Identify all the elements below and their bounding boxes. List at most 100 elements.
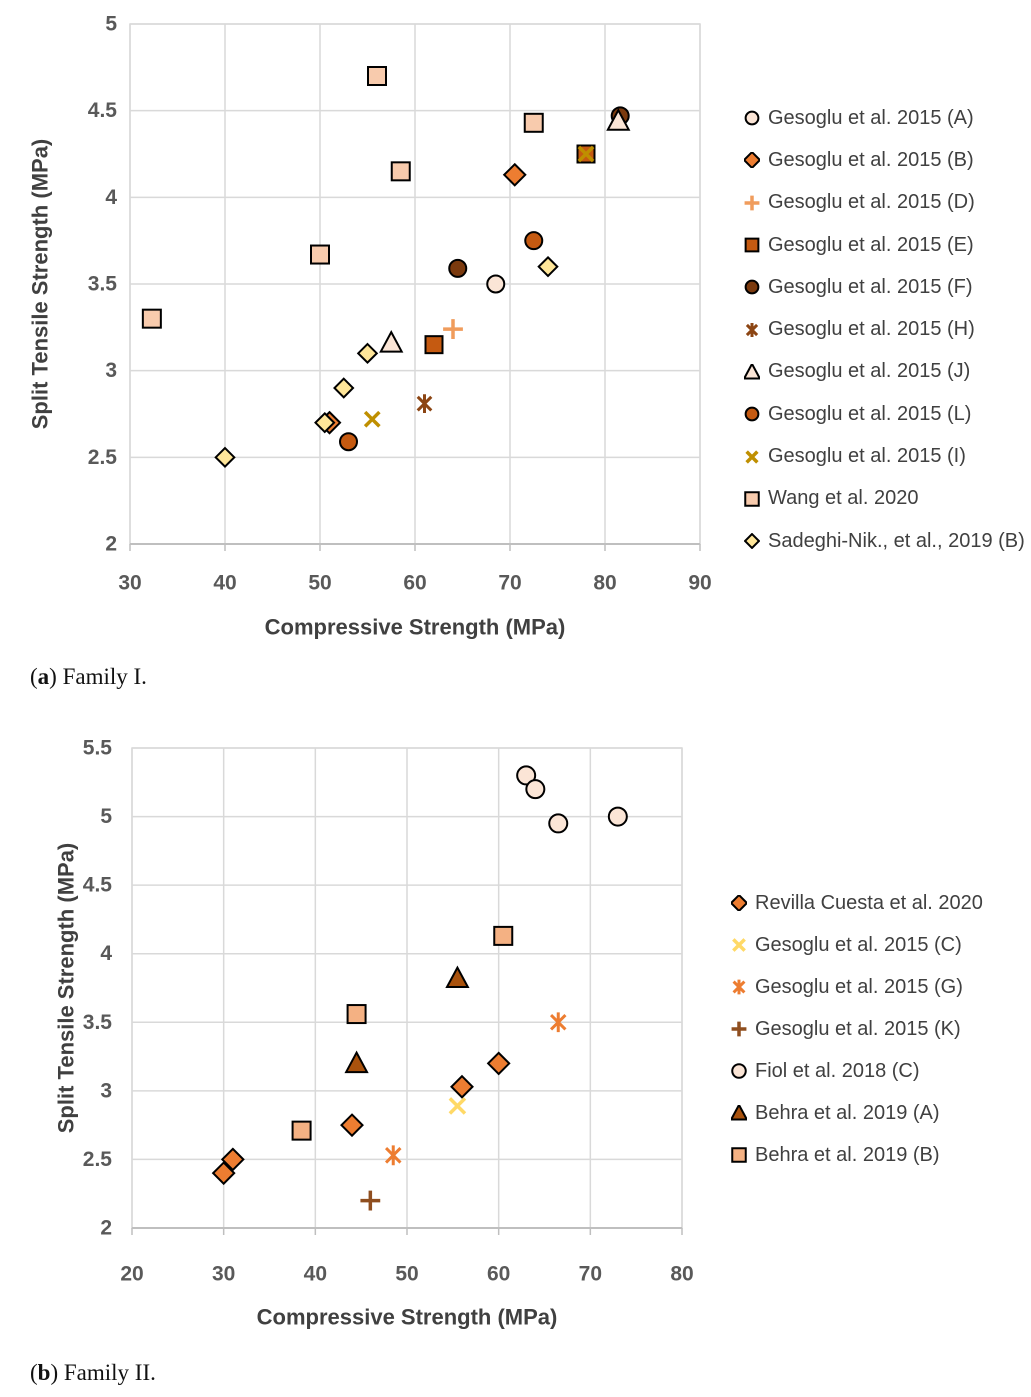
data-point-marker: [448, 258, 468, 278]
data-point-marker: [356, 342, 379, 365]
data-point-marker: [416, 394, 433, 413]
y-tick-label: 4.5: [88, 99, 118, 122]
data-point-marker: [745, 449, 759, 464]
data-point-marker: [744, 279, 760, 295]
data-point-marker: [443, 319, 463, 339]
y-tick-label: 5: [100, 805, 112, 828]
data-point-marker: [363, 410, 381, 428]
data-point-marker: [333, 377, 355, 399]
legend-item: Behra et al. 2019 (A): [731, 1092, 983, 1134]
data-point-marker: [744, 533, 760, 550]
y-tick-label: 3: [100, 1079, 112, 1102]
legend-item: Gesoglu et al. 2015 (B): [744, 139, 1025, 181]
legend-item-label: Gesoglu et al. 2015 (F): [768, 275, 973, 298]
diamond-legend-marker-icon: [744, 152, 760, 169]
data-point-marker: [731, 1147, 747, 1163]
x-tick-label: 30: [212, 1263, 235, 1286]
data-point-marker: [344, 1050, 369, 1074]
y-tick-label: 2: [105, 533, 117, 556]
circle-legend-marker-icon: [744, 279, 760, 295]
y-tick-label: 2: [100, 1217, 112, 1240]
data-point-marker: [214, 446, 236, 469]
legend-item-label: Fiol et al. 2018 (C): [755, 1059, 920, 1082]
data-point-marker: [523, 112, 544, 133]
y-tick-label: 4: [105, 186, 117, 209]
legend-item: Gesoglu et al. 2015 (F): [744, 266, 1025, 308]
data-point-marker: [141, 308, 162, 329]
y-tick-label: 3.5: [83, 1011, 113, 1034]
data-point-marker: [486, 274, 506, 294]
circle-legend-marker-icon: [744, 110, 760, 126]
x-axis-title: Compressive Strength (MPa): [265, 615, 566, 640]
x-tick-label: 80: [593, 572, 616, 595]
legend-item-label: Sadeghi-Nik., et al., 2019 (B): [768, 529, 1025, 552]
legend-item: Wang et al. 2020: [744, 478, 1025, 520]
legend-item-label: Gesoglu et al. 2015 (G): [755, 975, 963, 998]
data-point-marker: [525, 779, 546, 800]
caption-text: ) Family II.: [50, 1360, 156, 1385]
data-point-marker: [340, 1113, 364, 1138]
data-point-marker: [548, 813, 569, 834]
data-point-marker: [744, 491, 760, 507]
data-point-marker: [339, 432, 358, 452]
data-point-marker: [607, 806, 628, 827]
data-point-marker: [524, 231, 544, 251]
data-point-marker: [744, 152, 760, 169]
data-point-marker: [731, 1063, 747, 1079]
data-point-marker: [367, 66, 387, 86]
data-point-marker: [732, 938, 746, 952]
triangle-legend-marker-icon: [744, 363, 760, 380]
legend-item-label: Gesoglu et al. 2015 (J): [768, 360, 971, 383]
data-point-marker: [211, 1161, 236, 1186]
data-point-marker: [314, 411, 336, 434]
legend-item: Gesoglu et al. 2015 (I): [744, 435, 1025, 477]
legend-item: Gesoglu et al. 2015 (A): [744, 97, 1025, 139]
x-tick-label: 80: [670, 1263, 693, 1286]
y-axis-title: Split Tensile Strength (MPa): [28, 139, 53, 430]
y-tick-label: 5: [105, 13, 117, 36]
legend-item-label: Wang et al. 2020: [768, 487, 919, 510]
data-point-marker: [516, 765, 537, 786]
data-point-marker: [502, 162, 527, 187]
data-point-marker: [731, 895, 747, 911]
data-point-marker: [424, 335, 444, 355]
data-point-marker: [744, 237, 760, 253]
plus-legend-marker-icon: [744, 195, 760, 211]
legend-item: Gesoglu et al. 2015 (D): [744, 182, 1025, 224]
square-legend-marker-icon: [744, 491, 760, 507]
data-point-marker: [745, 322, 759, 337]
data-point-marker: [606, 108, 631, 131]
x-tick-label: 40: [304, 1263, 327, 1286]
y-tick-label: 4.5: [83, 874, 113, 897]
data-point-marker: [732, 979, 746, 995]
data-point-marker: [549, 1012, 567, 1033]
asterisk-legend-marker-icon: [745, 322, 759, 337]
legend-item: Gesoglu et al. 2015 (C): [731, 924, 983, 966]
legend-family-1: Gesoglu et al. 2015 (A) Gesoglu et al. 20…: [744, 97, 1025, 562]
legend-item: Gesoglu et al. 2015 (H): [744, 308, 1025, 350]
x-tick-label: 60: [487, 1263, 510, 1286]
circle-legend-marker-icon: [744, 406, 760, 422]
y-tick-label: 3.5: [88, 273, 118, 296]
legend-item-label: Gesoglu et al. 2015 (E): [768, 233, 974, 256]
square-legend-marker-icon: [731, 1147, 747, 1163]
x-axis-title: Compressive Strength (MPa): [257, 1305, 558, 1330]
circle-legend-marker-icon: [731, 1063, 747, 1079]
x-tick-label: 40: [213, 572, 236, 595]
legend-item-label: Gesoglu et al. 2015 (L): [768, 402, 972, 425]
legend-item: Gesoglu et al. 2015 (E): [744, 224, 1025, 266]
scatter-chart-family-1: 30 40 50 60 70 80 90 2 2.5 3 3.5 4 4.5 5 Compressive S…: [28, 13, 712, 640]
asterisk-legend-marker-icon: [732, 979, 746, 995]
legend-item-label: Gesoglu et al. 2015 (H): [768, 318, 975, 341]
data-point-marker: [744, 195, 760, 211]
caption-text: ) Family I.: [49, 664, 147, 689]
legend-item: Gesoglu et al. 2015 (G): [731, 966, 983, 1008]
data-point-marker: [744, 110, 760, 126]
legend-item-label: Gesoglu et al. 2015 (K): [755, 1017, 961, 1040]
data-point-marker: [731, 1021, 747, 1037]
legend-item: Revilla Cuesta et al. 2020: [731, 882, 983, 924]
data-point-marker: [291, 1120, 312, 1141]
caption-letter: b: [37, 1360, 51, 1385]
y-axis-title: Split Tensile Strength (MPa): [54, 843, 79, 1134]
y-tick-label: 4: [100, 942, 112, 965]
